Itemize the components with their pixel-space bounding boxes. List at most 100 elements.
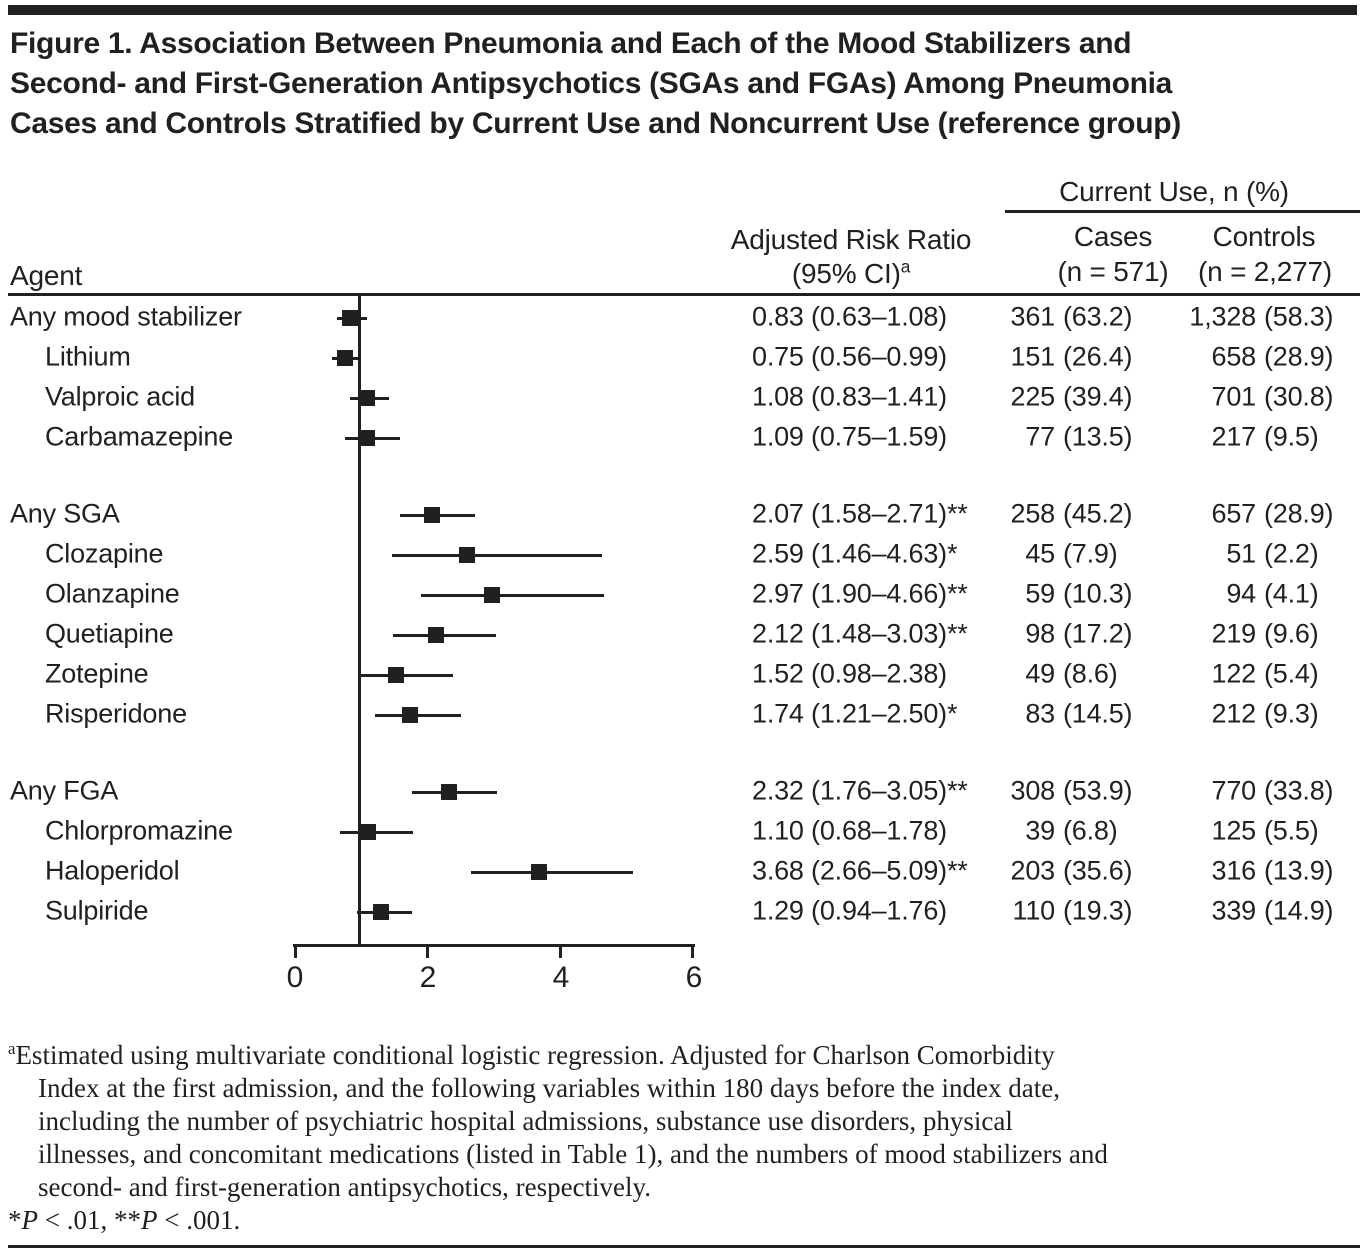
ci-line	[471, 870, 633, 874]
controls-percent: (58.3)	[1264, 301, 1334, 332]
controls-percent: (28.9)	[1264, 341, 1334, 372]
point-estimate-marker	[440, 784, 457, 800]
cases-count: 98	[1025, 618, 1055, 649]
controls-percent: (5.4)	[1264, 658, 1319, 689]
x-axis-tick	[691, 944, 695, 958]
sig-end: < .001.	[157, 1205, 241, 1235]
controls-count: 770	[1211, 775, 1257, 806]
cases-percent: (17.2)	[1063, 618, 1133, 649]
footnote-text-1: Estimated using multivariate conditional…	[15, 1040, 1055, 1070]
controls-percent: (28.9)	[1264, 498, 1334, 529]
ci-line	[421, 593, 605, 597]
cases-count: 151	[1010, 341, 1056, 372]
controls-percent: (2.2)	[1264, 538, 1319, 569]
controls-n-header: (n = 2,277)	[1198, 256, 1332, 287]
cases-count: 361	[1010, 301, 1056, 332]
point-estimate-marker	[387, 667, 404, 683]
agent-label: Haloperidol	[45, 855, 180, 886]
reference-line-rr-1	[358, 296, 361, 945]
point-estimate-marker	[427, 627, 444, 643]
footnote-line-3: including the number of psychiatric hosp…	[38, 1106, 1013, 1136]
footnote-line-4: illnesses, and concomitant medications (…	[38, 1139, 1108, 1169]
cases-count: 258	[1010, 498, 1056, 529]
ci-line	[360, 673, 453, 677]
agent-label: Sulpiride	[45, 895, 149, 926]
point-estimate-marker	[342, 310, 359, 326]
point-estimate-marker	[336, 350, 353, 366]
controls-count: 316	[1211, 855, 1257, 886]
risk-ratio-value: 3.68 (2.66–5.09)**	[752, 855, 968, 886]
top-rule	[8, 5, 1357, 15]
point-estimate-marker	[359, 824, 376, 840]
risk-ratio-value: 1.10 (0.68–1.78)	[752, 815, 947, 846]
x-axis-tick	[293, 944, 297, 958]
controls-count: 122	[1211, 658, 1257, 689]
cases-count: 59	[1025, 578, 1055, 609]
cases-percent: (45.2)	[1063, 498, 1133, 529]
current-use-header: Current Use, n (%)	[1059, 176, 1289, 207]
agent-label: Lithium	[45, 341, 131, 372]
controls-percent: (9.3)	[1264, 698, 1319, 729]
sig-p-2: P	[140, 1205, 158, 1235]
controls-percent: (9.6)	[1264, 618, 1319, 649]
cases-n-header: (n = 571)	[1057, 256, 1169, 287]
agent-label: Any mood stabilizer	[10, 301, 242, 332]
ci-line	[391, 553, 603, 557]
risk-ratio-value: 2.12 (1.48–3.03)**	[752, 618, 968, 649]
controls-percent: (13.9)	[1264, 855, 1334, 886]
agent-label: Valproic acid	[45, 381, 195, 412]
cases-percent: (26.4)	[1063, 341, 1133, 372]
cases-percent: (14.5)	[1063, 698, 1133, 729]
risk-ratio-value: 2.07 (1.58–2.71)**	[752, 498, 968, 529]
cases-percent: (10.3)	[1063, 578, 1133, 609]
cases-percent: (19.3)	[1063, 895, 1133, 926]
figure-title-line-3: Cases and Controls Stratified by Current…	[10, 107, 1181, 140]
agent-label: Olanzapine	[45, 578, 180, 609]
x-axis-tick-label-2: 2	[419, 961, 437, 994]
risk-ratio-header-line-1: Adjusted Risk Ratio	[730, 224, 972, 255]
ci-line	[340, 830, 414, 834]
figure-title-line-2: Second- and First-Generation Antipsychot…	[10, 67, 1173, 100]
x-axis-tick-label-6: 6	[685, 961, 703, 994]
figure-title: Figure 1. Association Between Pneumonia …	[10, 24, 1181, 144]
sig-mid: < .01, **	[38, 1205, 141, 1235]
footnote-superscript-a: a	[8, 1039, 16, 1058]
agent-label: Risperidone	[45, 698, 187, 729]
cases-percent: (8.6)	[1063, 658, 1118, 689]
controls-count: 701	[1211, 381, 1257, 412]
agent-label: Carbamazepine	[45, 421, 234, 452]
controls-count: 219	[1211, 618, 1257, 649]
sig-p-1: P	[21, 1205, 39, 1235]
risk-ratio-value: 1.74 (1.21–2.50)*	[752, 698, 958, 729]
controls-count: 94	[1226, 578, 1256, 609]
significance-note: *P < .01, **P < .001.	[8, 1205, 240, 1236]
risk-ratio-header-line-2: (95% CI)a	[701, 258, 1001, 290]
controls-count: 658	[1211, 341, 1257, 372]
agent-label: Quetiapine	[45, 618, 174, 649]
cases-count: 49	[1025, 658, 1055, 689]
cases-count: 77	[1025, 421, 1055, 452]
cases-count: 225	[1010, 381, 1056, 412]
cases-header: Cases	[1073, 221, 1153, 252]
cases-percent: (6.8)	[1063, 815, 1118, 846]
agent-label: Any FGA	[10, 775, 119, 806]
risk-ratio-value: 0.75 (0.56–0.99)	[752, 341, 947, 372]
point-estimate-marker	[531, 864, 548, 880]
controls-count: 125	[1211, 815, 1257, 846]
cases-percent: (35.6)	[1063, 855, 1133, 886]
agent-label: Any SGA	[10, 498, 120, 529]
agent-label: Chlorpromazine	[45, 815, 233, 846]
controls-percent: (14.9)	[1264, 895, 1334, 926]
x-axis-tick-label-0: 0	[286, 961, 304, 994]
controls-count: 657	[1211, 498, 1257, 529]
header-rule	[8, 293, 1360, 296]
point-estimate-marker	[424, 507, 441, 523]
x-axis-tick	[426, 944, 430, 958]
cases-count: 110	[1012, 895, 1056, 926]
controls-count: 339	[1211, 895, 1257, 926]
point-estimate-marker	[402, 707, 419, 723]
footnote-line-1: aEstimated using multivariate conditiona…	[8, 1040, 1055, 1071]
cases-percent: (39.4)	[1063, 381, 1133, 412]
controls-header: Controls	[1212, 221, 1316, 252]
risk-ratio-value: 1.29 (0.94–1.76)	[752, 895, 947, 926]
